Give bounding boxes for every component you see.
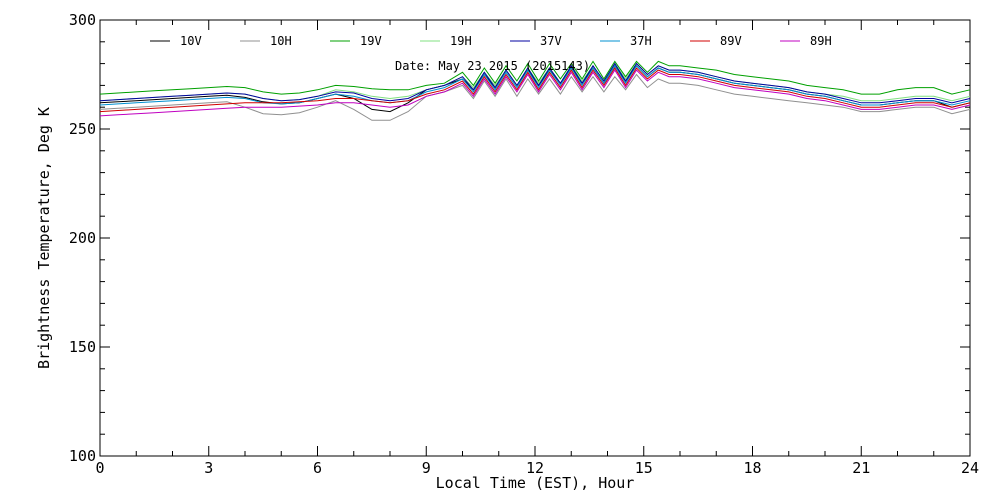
y-tick-label: 100: [69, 447, 96, 465]
x-tick-label: 18: [743, 459, 761, 477]
y-tick-label: 250: [69, 120, 96, 138]
x-tick-label: 15: [635, 459, 653, 477]
x-tick-label: 21: [852, 459, 870, 477]
legend: 10V 10H 19V 19H 37V 37H 89V 89H: [150, 34, 832, 48]
y-tick-label: 150: [69, 338, 96, 356]
legend-label-19h: 19H: [450, 34, 472, 48]
x-axis-title: Local Time (EST), Hour: [436, 474, 635, 492]
x-tick-label: 6: [313, 459, 322, 477]
series-line-10h: [99, 73, 971, 121]
legend-label-19v: 19V: [360, 34, 382, 48]
legend-label-10v: 10V: [180, 34, 202, 48]
y-tick-labels: 100 150 200 250 300: [69, 11, 96, 465]
x-tick-label: 9: [422, 459, 431, 477]
legend-label-10h: 10H: [270, 34, 292, 48]
legend-label-89v: 89V: [720, 34, 742, 48]
series-line-89h: [99, 69, 971, 117]
x-tick-label: 3: [204, 459, 213, 477]
legend-label-37h: 37H: [630, 34, 652, 48]
x-tick-label: 12: [526, 459, 544, 477]
series-line-37v: [99, 62, 971, 104]
x-tick-labels: 0 3 6 9 12 15 18 21 24: [95, 459, 979, 477]
y-axis-title: Brightness Temperature, Deg K: [35, 107, 53, 369]
x-tick-label: 24: [961, 459, 979, 477]
series-line-19v: [99, 60, 971, 95]
y-tick-label: 200: [69, 229, 96, 247]
axis-ticks: [99, 19, 971, 457]
date-annotation: Date: May 23 2015 (2015143): [395, 59, 590, 73]
x-tick-label: 0: [95, 459, 104, 477]
y-tick-label: 300: [69, 11, 96, 29]
series-line-89v: [99, 67, 971, 113]
legend-label-37v: 37V: [540, 34, 562, 48]
legend-label-89h: 89H: [810, 34, 832, 48]
series-lines: [99, 60, 971, 121]
